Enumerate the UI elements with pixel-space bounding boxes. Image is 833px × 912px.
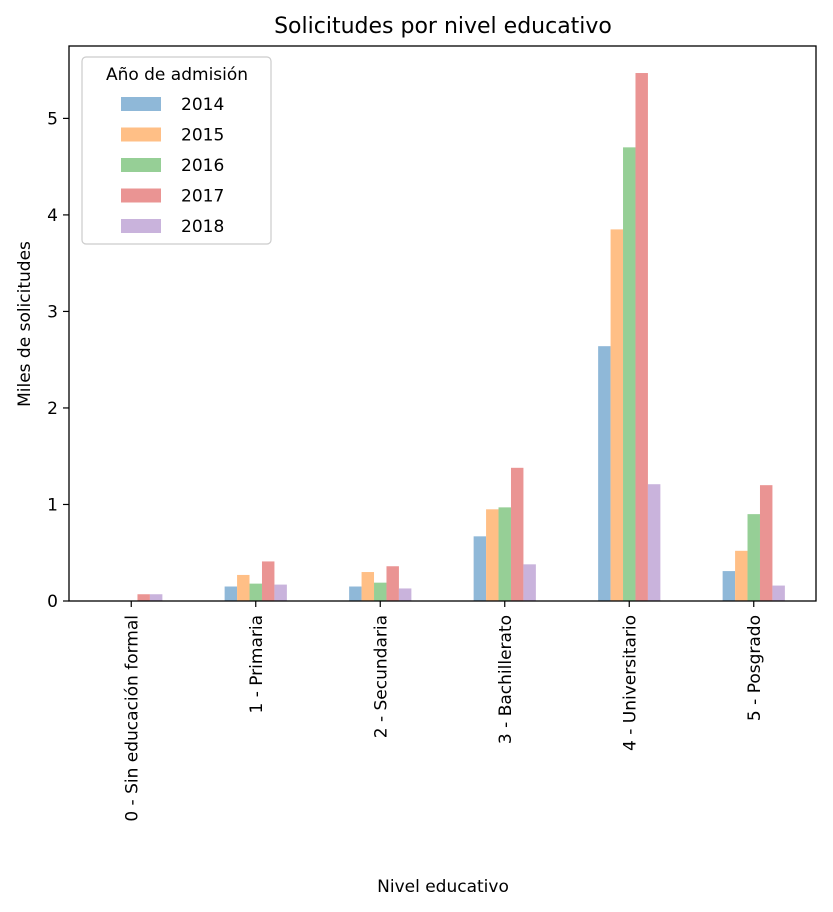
legend-label: 2018	[181, 217, 224, 237]
bar	[261, 561, 275, 601]
bar	[237, 574, 250, 601]
legend-label: 2015	[181, 126, 224, 146]
bar	[510, 467, 524, 601]
bar	[361, 572, 375, 601]
bar	[735, 550, 748, 601]
x-tick-label: 2 - Secundaria	[371, 615, 391, 738]
bar	[623, 147, 636, 601]
bar	[747, 514, 760, 601]
bar	[137, 594, 150, 601]
legend-swatch	[121, 127, 161, 142]
bar	[249, 583, 262, 601]
bar	[224, 586, 238, 601]
legend-label: 2016	[181, 156, 224, 176]
legend-box	[81, 56, 272, 245]
bar	[759, 485, 773, 601]
legend-swatch	[121, 188, 161, 203]
y-axis-ticks: 0 1 2 3 4 5	[47, 109, 69, 612]
bar	[274, 584, 287, 601]
bar	[149, 594, 163, 601]
y-tick-label: 3	[47, 302, 58, 322]
bar	[598, 346, 611, 601]
y-tick-label: 1	[47, 495, 58, 515]
legend-items: 2014 2015 2016 2017 2018	[121, 95, 224, 237]
bar	[498, 507, 511, 601]
bar	[523, 564, 536, 601]
x-tick-label: 4 - Universitario	[620, 615, 640, 751]
legend-label: 2017	[181, 187, 224, 207]
plot-frame	[68, 45, 817, 602]
legend-label: 2014	[181, 95, 224, 115]
y-axis-label: Miles de solicitudes	[15, 241, 35, 407]
legend-swatch	[121, 158, 161, 172]
y-tick-label: 0	[47, 592, 58, 612]
legend: Año de admisión 2014 2015 2016 2017 2018	[81, 56, 272, 245]
y-tick-label: 5	[47, 109, 58, 129]
bar	[349, 586, 362, 601]
x-axis-ticks: 0 - Sin educación formal 1 - Primaria 2 - …	[122, 601, 765, 822]
bar	[374, 582, 387, 601]
bar	[635, 73, 648, 601]
legend-swatch	[121, 219, 161, 233]
bar	[647, 484, 661, 601]
legend-swatch	[121, 97, 161, 111]
bar	[610, 229, 624, 601]
x-axis-label: Nivel educativo	[377, 877, 509, 897]
bar	[772, 585, 785, 601]
x-tick-label: 0 - Sin educación formal	[122, 615, 142, 822]
bar	[722, 571, 736, 601]
x-tick-label: 5 - Posgrado	[745, 615, 765, 721]
bar	[486, 509, 499, 601]
x-tick-label: 1 - Primaria	[247, 615, 267, 714]
bar	[473, 536, 487, 601]
x-tick-label: 3 - Bachillerato	[496, 615, 516, 744]
bar	[386, 566, 399, 601]
bar	[398, 588, 412, 601]
y-tick-label: 2	[47, 399, 58, 419]
y-tick-label: 4	[47, 206, 58, 226]
chart-title: Solicitudes por nivel educativo	[274, 14, 612, 39]
bars-group	[137, 73, 785, 601]
legend-title: Año de admisión	[106, 65, 248, 85]
